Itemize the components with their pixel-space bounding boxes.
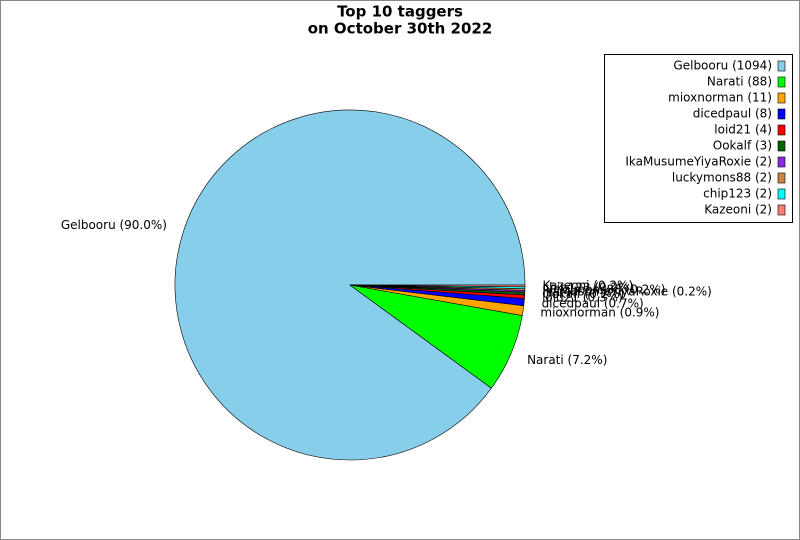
legend-swatch [777, 188, 786, 200]
legend-label: luckymons88 (2) [672, 171, 772, 185]
legend-label: Narati (88) [707, 75, 772, 89]
chart-title: on October 30th 2022 [308, 20, 493, 38]
slice-label: luckymons88 (0.2%) [542, 282, 665, 296]
chart-title: Top 10 taggers [337, 3, 463, 21]
legend-label: loid21 (4) [714, 123, 772, 137]
legend-swatch [777, 92, 786, 104]
slice-label: chip123 (0.2%) [542, 280, 634, 294]
legend-label: chip123 (2) [703, 187, 772, 201]
legend-swatch [777, 76, 786, 88]
slice-label: loid21 (0.3%) [542, 290, 623, 304]
legend-box [604, 54, 793, 223]
legend-label: Gelbooru (1094) [673, 59, 772, 73]
slice-label: IkaMusumeYiyaRoxie (0.2%) [542, 284, 711, 298]
slice-label: mioxnorman (0.9%) [540, 306, 659, 320]
legend-label: Kazeoni (2) [704, 203, 772, 217]
legend-swatch [777, 156, 786, 168]
slice-label: Gelbooru (90.0%) [61, 218, 167, 232]
legend-swatch [777, 172, 786, 184]
slice-label: Narati (7.2%) [527, 353, 607, 367]
legend-swatch [777, 124, 786, 136]
legend-label: dicedpaul (8) [693, 107, 772, 121]
legend-label: IkaMusumeYiyaRoxie (2) [625, 155, 772, 169]
slice-label: Kazeoni (0.2%) [542, 278, 633, 292]
legend-label: Ookalf (3) [713, 139, 772, 153]
legend-swatch [777, 140, 786, 152]
legend-swatch [777, 204, 786, 216]
legend-label: mioxnorman (11) [668, 91, 772, 105]
legend-swatch [777, 60, 786, 72]
slice-label: dicedpaul (0.7%) [542, 296, 644, 310]
legend-swatch [777, 108, 786, 120]
pie-slice [349, 284, 526, 288]
slice-label: Ookalf (0.2%) [542, 287, 624, 301]
